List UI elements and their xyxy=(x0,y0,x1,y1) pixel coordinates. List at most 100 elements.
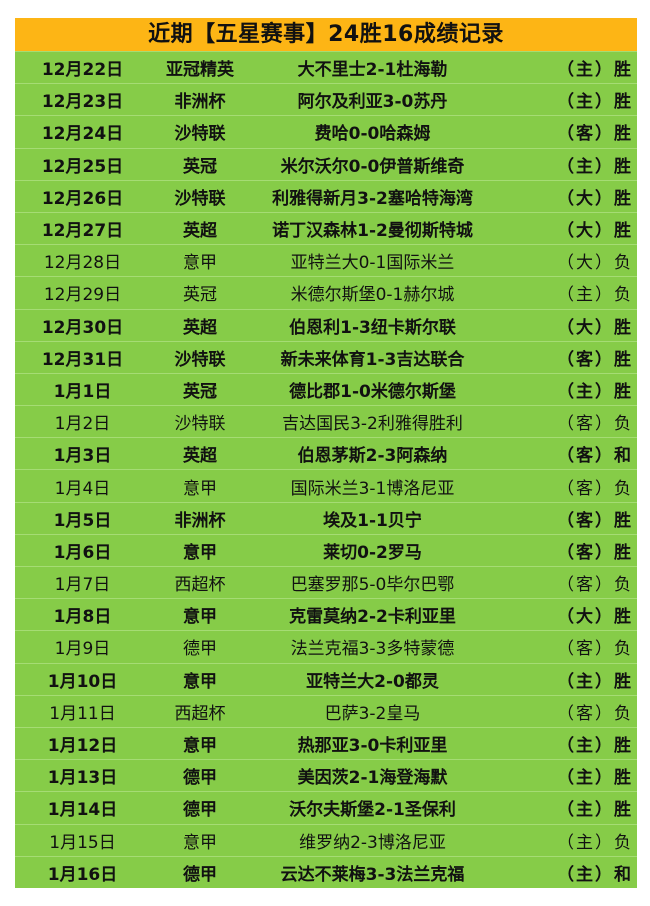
league-cell: 意甲 xyxy=(183,607,217,628)
date-cell: 1月5日 xyxy=(53,510,112,531)
league-cell: 沙特联 xyxy=(174,188,226,209)
result-cell: （主）胜 xyxy=(495,377,637,402)
table-row: 1月5日 非洲杯 埃及1-1贝宁 （客）胜 xyxy=(15,501,637,534)
result-cell: （主）负 xyxy=(495,828,637,853)
match-cell: 米德尔斯堡0-1赫尔城 xyxy=(290,285,455,306)
venue: （客） xyxy=(557,542,614,563)
outcome: 胜 xyxy=(614,349,633,370)
date-cell: 1月10日 xyxy=(47,671,118,692)
table-row: 1月4日 意甲 国际米兰3-1博洛尼亚 （客）负 xyxy=(15,469,637,501)
outcome: 胜 xyxy=(614,607,633,628)
date-cell: 12月25日 xyxy=(41,156,124,177)
table-row: 12月25日 英冠 米尔沃尔0-0伊普斯维奇 （主）胜 xyxy=(15,147,637,180)
table-row: 1月10日 意甲 亚特兰大2-0都灵 （主）胜 xyxy=(15,662,637,695)
outcome: 胜 xyxy=(614,542,633,563)
table-row: 1月8日 意甲 克雷莫纳2-2卡利亚里 （大）胜 xyxy=(15,598,637,630)
outcome: 和 xyxy=(614,864,633,885)
venue: （主） xyxy=(557,671,614,692)
table-row: 1月1日 英冠 德比郡1-0米德尔斯堡 （主）胜 xyxy=(15,372,637,405)
date-cell: 1月14日 xyxy=(47,800,118,821)
table-row: 1月6日 意甲 莱切0-2罗马 （客）胜 xyxy=(15,533,637,566)
date-cell: 12月31日 xyxy=(41,349,124,370)
outcome: 胜 xyxy=(614,156,633,177)
date-cell: 12月24日 xyxy=(41,124,124,145)
league-cell: 英冠 xyxy=(183,285,217,306)
league-cell: 德甲 xyxy=(183,639,217,660)
table-body: 12月22日 亚冠精英 大不里士2-1杜海勒 （主）胜 12月23日 非洲杯 阿尔及利亚3-… xyxy=(15,51,637,888)
result-cell: （客）负 xyxy=(495,570,637,595)
table-row: 12月30日 英超 伯恩利1-3纽卡斯尔联 （大）胜 xyxy=(15,308,637,341)
venue: （客） xyxy=(557,446,614,467)
venue: （大） xyxy=(557,188,614,209)
result-cell: （主）负 xyxy=(495,280,637,305)
league-cell: 非洲杯 xyxy=(174,92,226,113)
venue: （客） xyxy=(557,639,614,660)
date-cell: 1月7日 xyxy=(54,575,111,596)
outcome: 胜 xyxy=(614,671,633,692)
result-cell: （大）负 xyxy=(495,248,637,273)
match-cell: 费哈0-0哈森姆 xyxy=(314,124,431,145)
table-row: 1月9日 德甲 法兰克福3-3多特蒙德 （客）负 xyxy=(15,630,637,662)
outcome: 负 xyxy=(614,575,633,596)
outcome: 胜 xyxy=(614,221,633,242)
result-cell: （客）胜 xyxy=(495,119,637,144)
venue: （客） xyxy=(557,349,614,370)
result-cell: （客）胜 xyxy=(495,345,637,370)
venue: （大） xyxy=(557,607,614,628)
league-cell: 英超 xyxy=(183,221,217,242)
page-title: 近期【五星赛事】24胜16成绩记录 xyxy=(15,18,637,51)
result-cell: （客）胜 xyxy=(495,506,637,531)
match-cell: 亚特兰大2-0都灵 xyxy=(306,671,439,692)
league-cell: 德甲 xyxy=(183,864,217,885)
league-cell: 德甲 xyxy=(183,768,217,789)
result-cell: （主）胜 xyxy=(495,763,637,788)
table-row: 12月22日 亚冠精英 大不里士2-1杜海勒 （主）胜 xyxy=(15,51,637,83)
date-cell: 1月1日 xyxy=(53,381,112,402)
league-cell: 亚冠精英 xyxy=(166,60,234,81)
table-row: 12月26日 沙特联 利雅得新月3-2塞哈特海湾 （大）胜 xyxy=(15,179,637,212)
table-row: 1月11日 西超杯 巴萨3-2皇马 （客）负 xyxy=(15,694,637,727)
league-cell: 意甲 xyxy=(183,253,217,274)
league-cell: 意甲 xyxy=(183,736,217,757)
date-cell: 1月6日 xyxy=(53,542,112,563)
league-cell: 德甲 xyxy=(183,800,217,821)
result-cell: （主）和 xyxy=(495,860,637,885)
venue: （客） xyxy=(557,575,614,596)
result-cell: （客）负 xyxy=(495,409,637,434)
date-cell: 1月11日 xyxy=(49,703,116,724)
date-cell: 12月26日 xyxy=(41,188,124,209)
result-cell: （客）负 xyxy=(495,699,637,724)
match-cell: 利雅得新月3-2塞哈特海湾 xyxy=(272,188,473,209)
league-cell: 意甲 xyxy=(183,832,217,853)
table-row: 1月13日 德甲 美因茨2-1海登海默 （主）胜 xyxy=(15,759,637,791)
date-cell: 12月23日 xyxy=(41,92,124,113)
match-cell: 巴塞罗那5-0毕尔巴鄂 xyxy=(290,575,455,596)
table-row: 12月29日 英冠 米德尔斯堡0-1赫尔城 （主）负 xyxy=(15,276,637,308)
table-row: 1月3日 英超 伯恩茅斯2-3阿森纳 （客）和 xyxy=(15,437,637,469)
date-cell: 1月12日 xyxy=(47,736,118,757)
match-cell: 国际米兰3-1博洛尼亚 xyxy=(290,478,455,499)
league-cell: 沙特联 xyxy=(174,349,226,370)
outcome: 负 xyxy=(614,478,633,499)
result-cell: （主）胜 xyxy=(495,731,637,756)
table-row: 12月23日 非洲杯 阿尔及利亚3-0苏丹 （主）胜 xyxy=(15,83,637,115)
outcome: 胜 xyxy=(614,92,633,113)
outcome: 负 xyxy=(614,414,633,435)
table-row: 1月16日 德甲 云达不莱梅3-3法兰克福 （主）和 xyxy=(15,855,637,888)
match-cell: 亚特兰大0-1国际米兰 xyxy=(290,253,455,274)
league-cell: 非洲杯 xyxy=(174,510,226,531)
match-cell: 法兰克福3-3多特蒙德 xyxy=(290,639,455,660)
result-cell: （客）负 xyxy=(495,474,637,499)
league-cell: 英冠 xyxy=(183,156,217,177)
venue: （主） xyxy=(557,768,614,789)
outcome: 胜 xyxy=(614,124,633,145)
league-cell: 西超杯 xyxy=(174,703,226,724)
match-cell: 维罗纳2-3博洛尼亚 xyxy=(299,832,446,853)
match-cell: 诺丁汉森林1-2曼彻斯特城 xyxy=(272,221,473,242)
result-cell: （客）和 xyxy=(495,441,637,466)
table-row: 12月28日 意甲 亚特兰大0-1国际米兰 （大）负 xyxy=(15,244,637,276)
results-table: 近期【五星赛事】24胜16成绩记录 12月22日 亚冠精英 大不里士2-1杜海勒 （主… xyxy=(15,18,637,888)
table-row: 12月27日 英超 诺丁汉森林1-2曼彻斯特城 （大）胜 xyxy=(15,211,637,244)
table-row: 1月15日 意甲 维罗纳2-3博洛尼亚 （主）负 xyxy=(15,823,637,856)
match-cell: 伯恩利1-3纽卡斯尔联 xyxy=(289,317,456,338)
